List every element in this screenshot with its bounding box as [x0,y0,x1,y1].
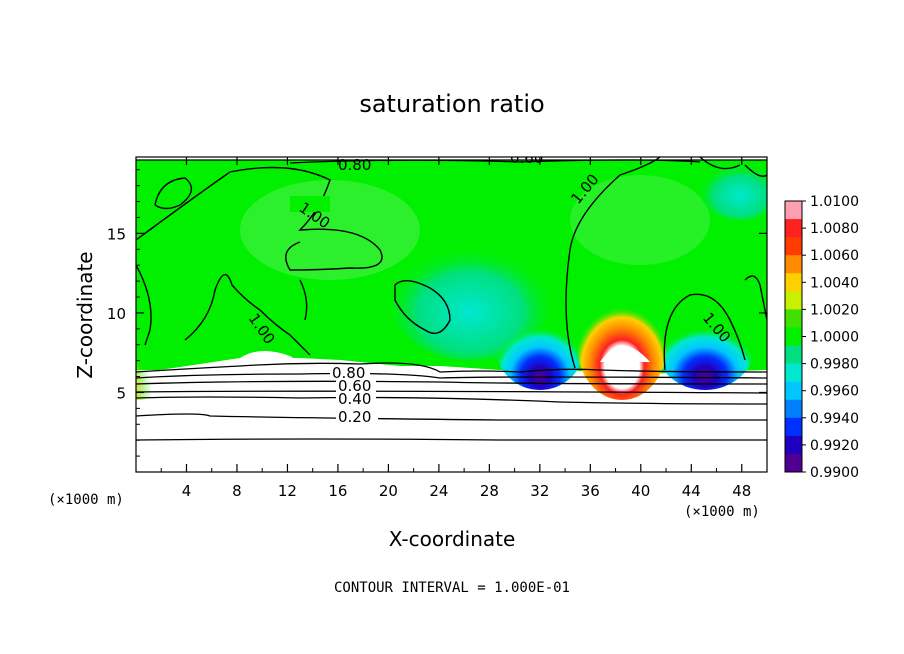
colorbar-swatch [785,309,802,328]
colorbar-swatch [785,399,802,419]
plot-frame [135,156,768,473]
colorbar-label: 1.0100 [810,194,859,210]
colorbar-swatch [785,453,802,473]
colorbar-label: 1.0000 [810,330,859,346]
boundary-blob [600,346,650,362]
x-tick-label: 40 [631,482,650,500]
chart-title: saturation ratio [359,90,544,118]
contour-label-bg [336,379,376,392]
colorbar-swatch [785,417,802,437]
contour-label-bg [330,366,370,380]
colorbar-label: 0.9900 [810,465,859,481]
contour-label-bg [336,410,378,424]
top-contours [136,159,767,164]
y-axis-label: Z-coordinate [73,251,97,378]
x-tick-label: 44 [682,482,701,500]
contour-label-bg [290,196,330,212]
colorbar: 1.0100 1.0080 1.0060 1.0040 1.0020 1.0000 0.99… [784,194,859,481]
boundary-blob [240,350,300,364]
y-axis-unit: (×1000 m) [48,492,124,508]
colorbar-label: 1.0060 [810,248,859,264]
subsaturated-region [700,160,767,220]
moist-edge [136,320,170,400]
contour-label-bg [336,392,376,405]
x-tick-label: 12 [278,482,297,500]
colorbar-swatch [785,273,802,292]
x-tick-label: 32 [530,482,549,500]
x-axis: 4 8 12 16 20 24 28 32 36 40 44 48 [160,157,751,500]
field-contours [136,157,767,371]
colorbar-swatch [785,219,802,238]
colorbar-label: 0.9960 [810,384,859,400]
colorbar-label: 1.0040 [810,275,859,291]
colorbar-swatch [785,327,802,347]
contour-label: 0.80 [332,364,365,382]
contour-label: 0.60 [510,149,543,167]
y-tick-label: 15 [107,225,126,243]
colorbar-swatch [785,345,802,365]
colorbar-label: 0.9920 [810,438,859,454]
x-tick-label: 36 [581,482,600,500]
colorbar-swatch [785,201,802,220]
moist-plume [577,290,667,400]
colorbar-swatch [785,381,802,401]
colorbar-label: 0.9940 [810,411,859,427]
contour-interval-note: CONTOUR INTERVAL = 1.000E-01 [334,580,570,596]
x-tick-label: 4 [182,482,192,500]
x-axis-label: X-coordinate [389,527,516,551]
dry-plume [655,300,755,390]
colorbar-label: 1.0020 [810,302,859,318]
plot-area: 1.00 1.00 1.00 1.00 0.80 0.60 0.40 0.20 … [136,149,767,472]
contour-label: 0.60 [338,377,371,395]
dry-plume [495,300,585,390]
x-axis-unit: (×1000 m) [684,504,760,520]
x-tick-label: 28 [480,482,499,500]
colorbar-swatch [785,435,802,455]
colorbar-swatch [785,291,802,310]
y-tick-label: 5 [116,384,126,402]
x-tick-label: 8 [232,482,242,500]
field-highlight [570,175,710,265]
x-tick-label: 16 [328,482,347,500]
contour-label: 0.40 [338,390,371,408]
x-tick-label: 20 [379,482,398,500]
contour-label: 0.20 [338,408,371,426]
colorbar-label: 1.0080 [810,221,859,237]
colorbar-label: 0.9980 [810,357,859,373]
x-tick-label: 48 [732,482,751,500]
x-tick-label: 24 [429,482,448,500]
y-axis: 5 10 15 [107,169,767,457]
y-tick-label: 10 [107,305,126,323]
contour-label: 0.80 [338,156,371,174]
colorbar-swatch [785,255,802,274]
colorbar-swatch [785,363,802,383]
colorbar-swatch [785,237,802,256]
